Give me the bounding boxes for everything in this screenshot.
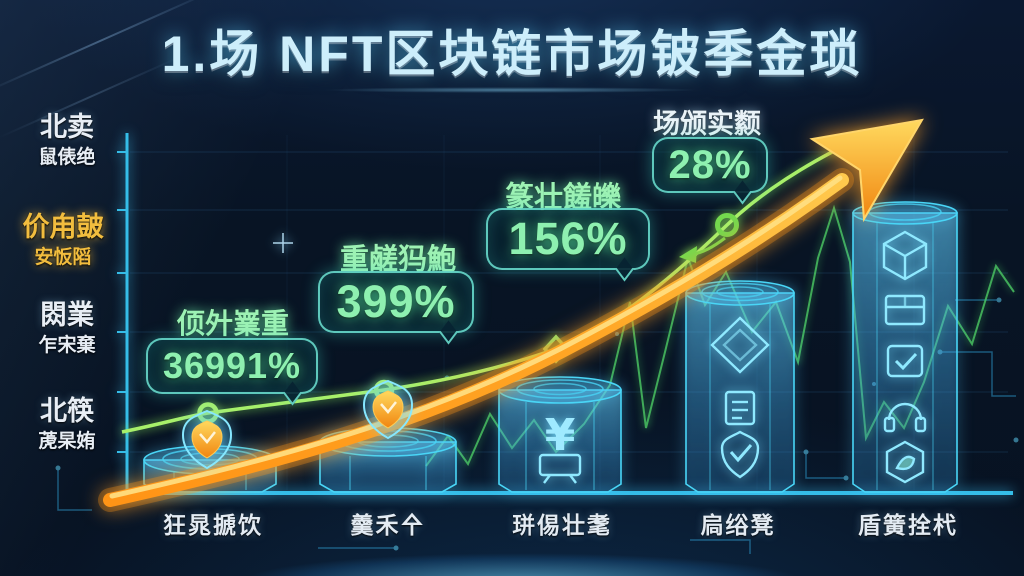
checklist-icon xyxy=(886,344,924,378)
column-3 xyxy=(498,376,622,493)
shield-icon xyxy=(181,409,233,470)
y-axis-label-1-line1: 北卖 xyxy=(40,112,94,142)
x-axis-label-1: 狂晁搋饮 xyxy=(163,512,263,538)
callout-1-label: 㑔㚈嶪重 xyxy=(176,308,289,339)
y-axis-label-2-line1: 价甪皷 xyxy=(22,212,104,242)
svg-text:¥: ¥ xyxy=(545,410,576,461)
y-axis-ticks xyxy=(117,151,127,453)
marker-ring-4 xyxy=(715,213,739,237)
bottom-glow-flare xyxy=(132,540,912,576)
package-icon xyxy=(884,294,926,326)
column-5 xyxy=(852,201,958,493)
sparkle-star-icon xyxy=(273,233,293,253)
y-axis-label-1-line2: 鼠俵绝 xyxy=(38,147,96,169)
x-axis-label-4: 扃绤凳 xyxy=(700,512,776,538)
callout-2-value: 399% xyxy=(318,271,474,333)
column-4 xyxy=(685,280,795,493)
callout-4-label: 场颁实颣 xyxy=(653,109,761,139)
title-underglow xyxy=(262,86,762,94)
y-axis-label-2-line2: 安㤆䧟 xyxy=(34,247,92,269)
y-axis-label-3-line2: 乍宋棄 xyxy=(38,335,96,357)
tv-icon xyxy=(538,453,582,484)
x-axis-label-5: 盾簧拴杙 xyxy=(858,512,958,538)
growth-arrow-icon xyxy=(98,118,924,512)
callout-3-value: 156% xyxy=(486,208,650,270)
axes xyxy=(117,133,1013,495)
shield-icon xyxy=(362,379,414,440)
leaf-icon xyxy=(885,440,925,484)
column-2 xyxy=(319,427,457,493)
circuit-traces xyxy=(55,297,1019,554)
callout-4-value: 28% xyxy=(652,137,768,193)
diamond-ribbon-icon xyxy=(710,316,770,374)
y-axis-label-3-line1: 閦業 xyxy=(40,300,94,330)
document-icon xyxy=(724,390,756,426)
y-axis-label-4-line1: 北筷 xyxy=(40,396,94,426)
headset-icon xyxy=(883,402,927,433)
callout-1-value: 36991% xyxy=(146,338,318,394)
y-axis-label-1: 北卖 鼠俵绝 xyxy=(8,112,126,169)
curl-arrowhead xyxy=(679,246,697,263)
y-axis-label-4-line2: 萀杲姷 xyxy=(38,431,96,453)
page-title: 1.场 NFT区块链市场铍季金琐 xyxy=(161,26,863,82)
yen-icon: ¥ xyxy=(545,410,576,461)
shield-check-icon xyxy=(720,430,760,479)
y-axis-label-3: 閦業 乍宋棄 xyxy=(8,300,126,357)
y-axis-label-2: 价甪皷 安㤆䧟 xyxy=(4,212,122,269)
cube-icon xyxy=(882,230,928,281)
y-axis-label-4: 北筷 萀杲姷 xyxy=(8,396,126,453)
x-axis-label-2: 羹禾㐃 xyxy=(350,512,426,538)
x-axis-label-3: 㻂㑥壮耄 xyxy=(512,512,612,538)
